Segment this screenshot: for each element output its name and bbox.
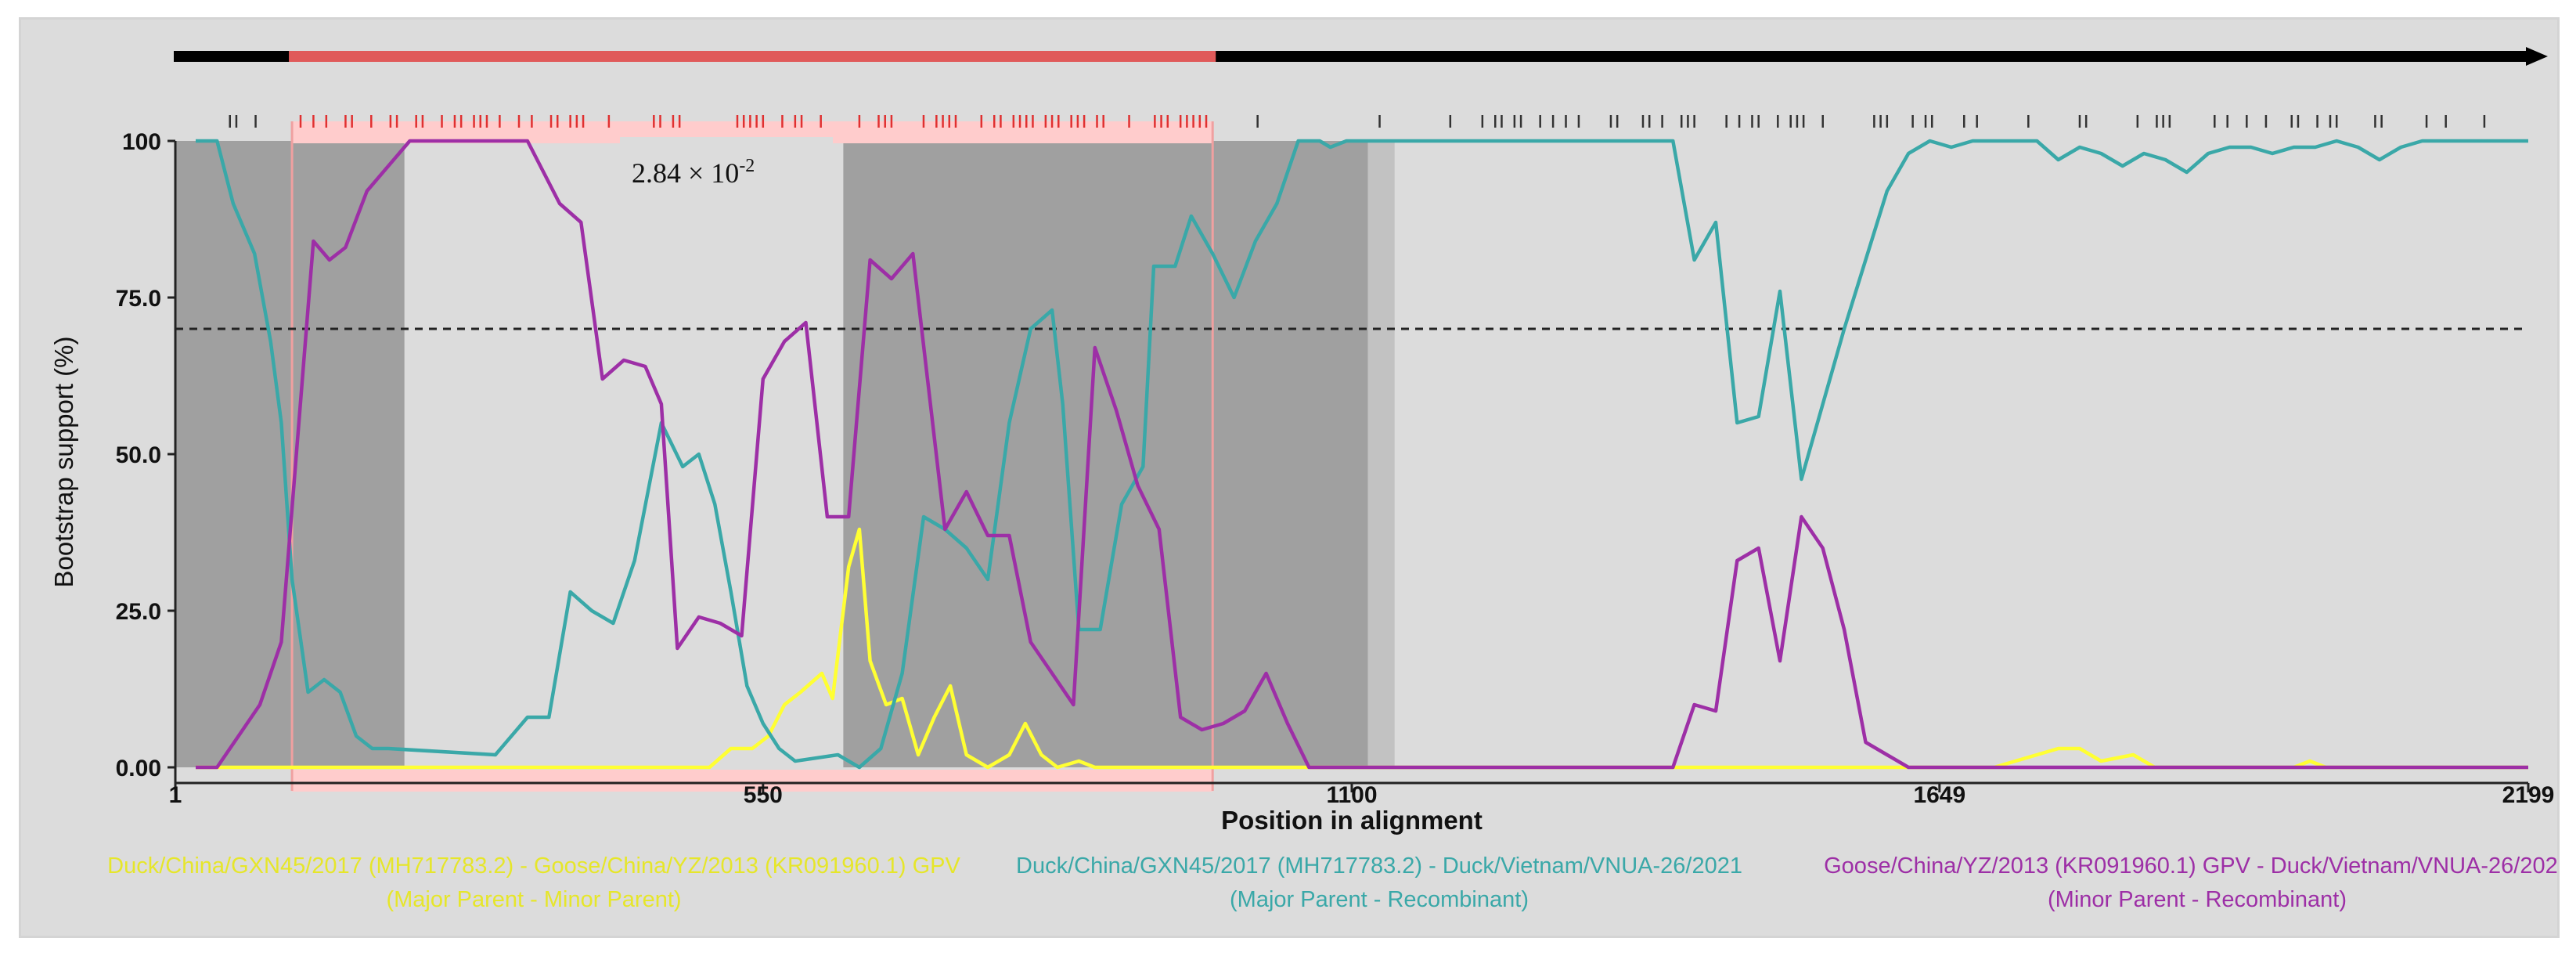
x-tick-label: 1649 — [1913, 782, 1965, 808]
legend: Duck/China/GXN45/2017 (MH717783.2) - Goo… — [107, 853, 2557, 912]
y-tick-label: 75.0 — [116, 286, 161, 312]
bootscan-chart: 0.00 25.0 50.0 75.0 100 1 550 1100 1649 2199 2.8… — [49, 47, 2557, 912]
x-tick-label: 1 — [169, 782, 182, 808]
legend-teal-name: Duck/China/GXN45/2017 (MH717783.2) - Duc… — [1016, 853, 1742, 879]
y-axis-title: Bootstrap support (%) — [49, 337, 78, 588]
shaded-region-1 — [843, 141, 1368, 767]
pvalue-label: 2.84 × 10-2 — [632, 156, 755, 189]
y-tick-label: 100 — [122, 129, 161, 155]
x-tick-label: 1100 — [1326, 782, 1377, 808]
legend-magenta-sub: (Minor Parent - Recombinant) — [2048, 887, 2347, 912]
recombination-chart-frame: 0.00 25.0 50.0 75.0 100 1 550 1100 1649 2199 2.8… — [19, 17, 2560, 938]
legend-yellow-name: Duck/China/GXN45/2017 (MH717783.2) - Goo… — [107, 853, 960, 879]
x-tick-label: 2199 — [2502, 782, 2555, 808]
y-tick-label: 50.0 — [116, 442, 161, 468]
shaded-region-2 — [1367, 141, 1395, 767]
genome-arrow-head — [2526, 47, 2548, 66]
pvalue-exponent: -2 — [739, 156, 755, 176]
x-axis-title: Position in alignment — [1221, 806, 1483, 835]
y-tick-label: 0.00 — [116, 756, 161, 781]
x-tick-label: 550 — [744, 782, 783, 808]
pvalue-box — [620, 137, 833, 200]
legend-yellow-sub: (Major Parent - Minor Parent) — [386, 887, 681, 912]
shaded-region-0 — [175, 141, 405, 767]
recombinant-band-bottom — [292, 770, 1213, 792]
series-line-2 — [196, 139, 2528, 770]
y-tick-label: 25.0 — [116, 599, 161, 625]
series-line-0 — [196, 527, 2528, 770]
legend-magenta-name: Goose/China/YZ/2013 (KR091960.1) GPV - D… — [1824, 853, 2557, 879]
series-line-1 — [196, 139, 2528, 770]
legend-teal-sub: (Major Parent - Recombinant) — [1230, 887, 1529, 912]
